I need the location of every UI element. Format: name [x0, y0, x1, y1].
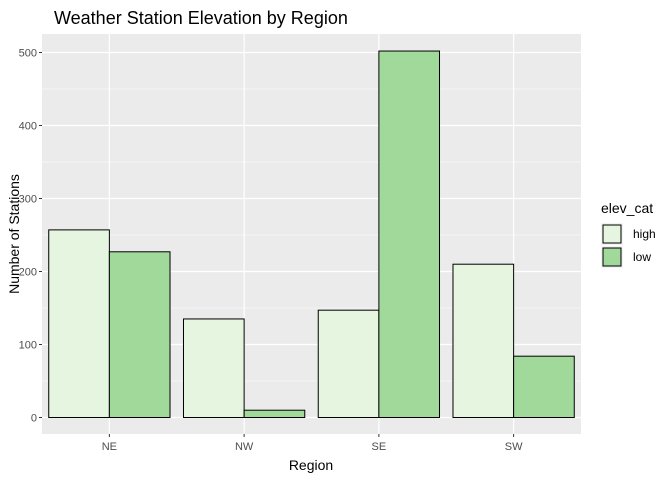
bar-sw-low: [513, 355, 575, 418]
x-tick-label: NW: [235, 441, 254, 453]
bar-ne-low: [108, 251, 171, 418]
x-tick-label: NE: [102, 441, 117, 453]
bar-nw-high: [182, 318, 245, 419]
legend-title: elev_cat: [601, 200, 653, 216]
legend: elev_cat high low: [601, 200, 656, 268]
x-axis: NE NW SE SW: [102, 434, 523, 453]
chart-title: Weather Station Elevation by Region: [54, 8, 348, 28]
bar-se-high: [317, 309, 380, 418]
y-tick-label: 100: [19, 340, 37, 352]
bars: [48, 50, 575, 419]
y-tick-label: 300: [19, 194, 37, 206]
legend-swatch-low: [602, 247, 622, 267]
y-axis-title: Number of Stations: [6, 174, 22, 294]
bar-sw-high: [452, 263, 515, 419]
x-tick-label: SW: [505, 441, 523, 453]
y-axis: 0 100 200 300 400 500: [19, 48, 42, 425]
y-tick-label: 200: [19, 267, 37, 279]
y-tick-label: 0: [31, 413, 37, 425]
x-tick-label: SE: [372, 441, 387, 453]
bar-nw-low: [243, 409, 306, 419]
legend-swatch-high: [602, 224, 622, 244]
legend-label-high: high: [633, 227, 656, 241]
legend-label-low: low: [633, 250, 651, 264]
bar-ne-high: [48, 229, 110, 418]
bar-se-low: [378, 50, 441, 418]
x-axis-title: Region: [289, 457, 333, 473]
y-tick-label: 400: [19, 121, 37, 133]
y-tick-label: 500: [19, 48, 37, 60]
